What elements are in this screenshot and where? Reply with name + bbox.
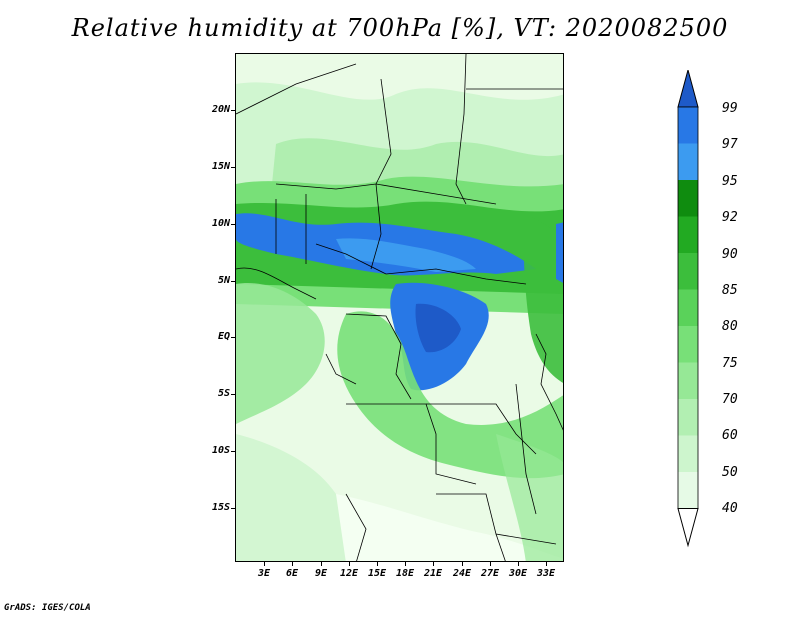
lon-label-33e: 33E — [536, 568, 556, 579]
lon-label-27e: 27E — [480, 568, 500, 579]
colorbar — [677, 70, 699, 548]
lat-label-15n: 15N — [211, 161, 230, 172]
lat-label-20n: 20N — [211, 104, 230, 115]
colorbar-cell — [678, 253, 698, 290]
footer-credit: GrADS: IGES/COLA — [4, 603, 91, 613]
colorbar-cell — [678, 472, 698, 509]
lat-label-10s: 10S — [211, 445, 230, 456]
colorbar-label-50: 50 — [722, 465, 738, 480]
lat-tick — [231, 394, 235, 395]
lon-label-18e: 18E — [395, 568, 415, 579]
lon-tick — [377, 562, 378, 566]
lon-label-9e: 9E — [314, 568, 328, 579]
colorbar-label-85: 85 — [722, 283, 738, 298]
lat-label-5n: 5N — [217, 275, 230, 286]
lat-tick — [231, 281, 235, 282]
lon-tick — [518, 562, 519, 566]
colorbar-label-60: 60 — [722, 428, 738, 443]
lon-tick — [349, 562, 350, 566]
colorbar-bottom-arrow — [677, 508, 699, 548]
lon-label-3e: 3E — [257, 568, 271, 579]
colorbar-label-80: 80 — [722, 319, 738, 334]
lon-label-12e: 12E — [339, 568, 359, 579]
colorbar-label-95: 95 — [722, 174, 738, 189]
lat-tick — [231, 337, 235, 338]
colorbar-cell — [678, 362, 698, 399]
colorbar-cell — [678, 216, 698, 253]
lat-tick — [231, 224, 235, 225]
colorbar-cell — [678, 435, 698, 472]
colorbar-label-97: 97 — [722, 137, 738, 152]
colorbar-label-70: 70 — [722, 392, 738, 407]
lon-tick — [462, 562, 463, 566]
lat-label-5s: 5S — [217, 388, 230, 399]
lon-label-15e: 15E — [367, 568, 387, 579]
map-title: Relative humidity at 700hPa [%], VT: 202… — [71, 14, 729, 42]
colorbar-cell — [678, 180, 698, 217]
lon-tick — [433, 562, 434, 566]
lat-label-eq: EQ — [217, 331, 230, 342]
lon-tick — [321, 562, 322, 566]
humidity-map — [235, 53, 564, 562]
colorbar-cell — [678, 107, 698, 144]
lon-label-24e: 24E — [452, 568, 472, 579]
colorbar-label-40: 40 — [722, 501, 738, 516]
colorbar-label-92: 92 — [722, 210, 738, 225]
lon-tick — [490, 562, 491, 566]
lat-tick — [231, 508, 235, 509]
colorbar-label-75: 75 — [722, 356, 738, 371]
lat-tick — [231, 110, 235, 111]
lat-label-10n: 10N — [211, 218, 230, 229]
humidity-field — [236, 54, 563, 561]
lon-tick — [405, 562, 406, 566]
colorbar-top-arrow — [677, 70, 699, 108]
lon-label-6e: 6E — [285, 568, 299, 579]
lon-tick — [264, 562, 265, 566]
colorbar-cell — [678, 326, 698, 363]
lon-label-30e: 30E — [508, 568, 528, 579]
colorbar-label-90: 90 — [722, 247, 738, 262]
colorbar-cell — [678, 399, 698, 436]
country-borders — [236, 54, 563, 561]
lon-tick — [292, 562, 293, 566]
lat-tick — [231, 451, 235, 452]
lat-label-15s: 15S — [211, 502, 230, 513]
lat-tick — [231, 167, 235, 168]
lon-tick — [546, 562, 547, 566]
colorbar-label-99: 99 — [722, 101, 738, 116]
colorbar-cell — [678, 289, 698, 326]
colorbar-cell — [678, 143, 698, 180]
lon-label-21e: 21E — [423, 568, 443, 579]
